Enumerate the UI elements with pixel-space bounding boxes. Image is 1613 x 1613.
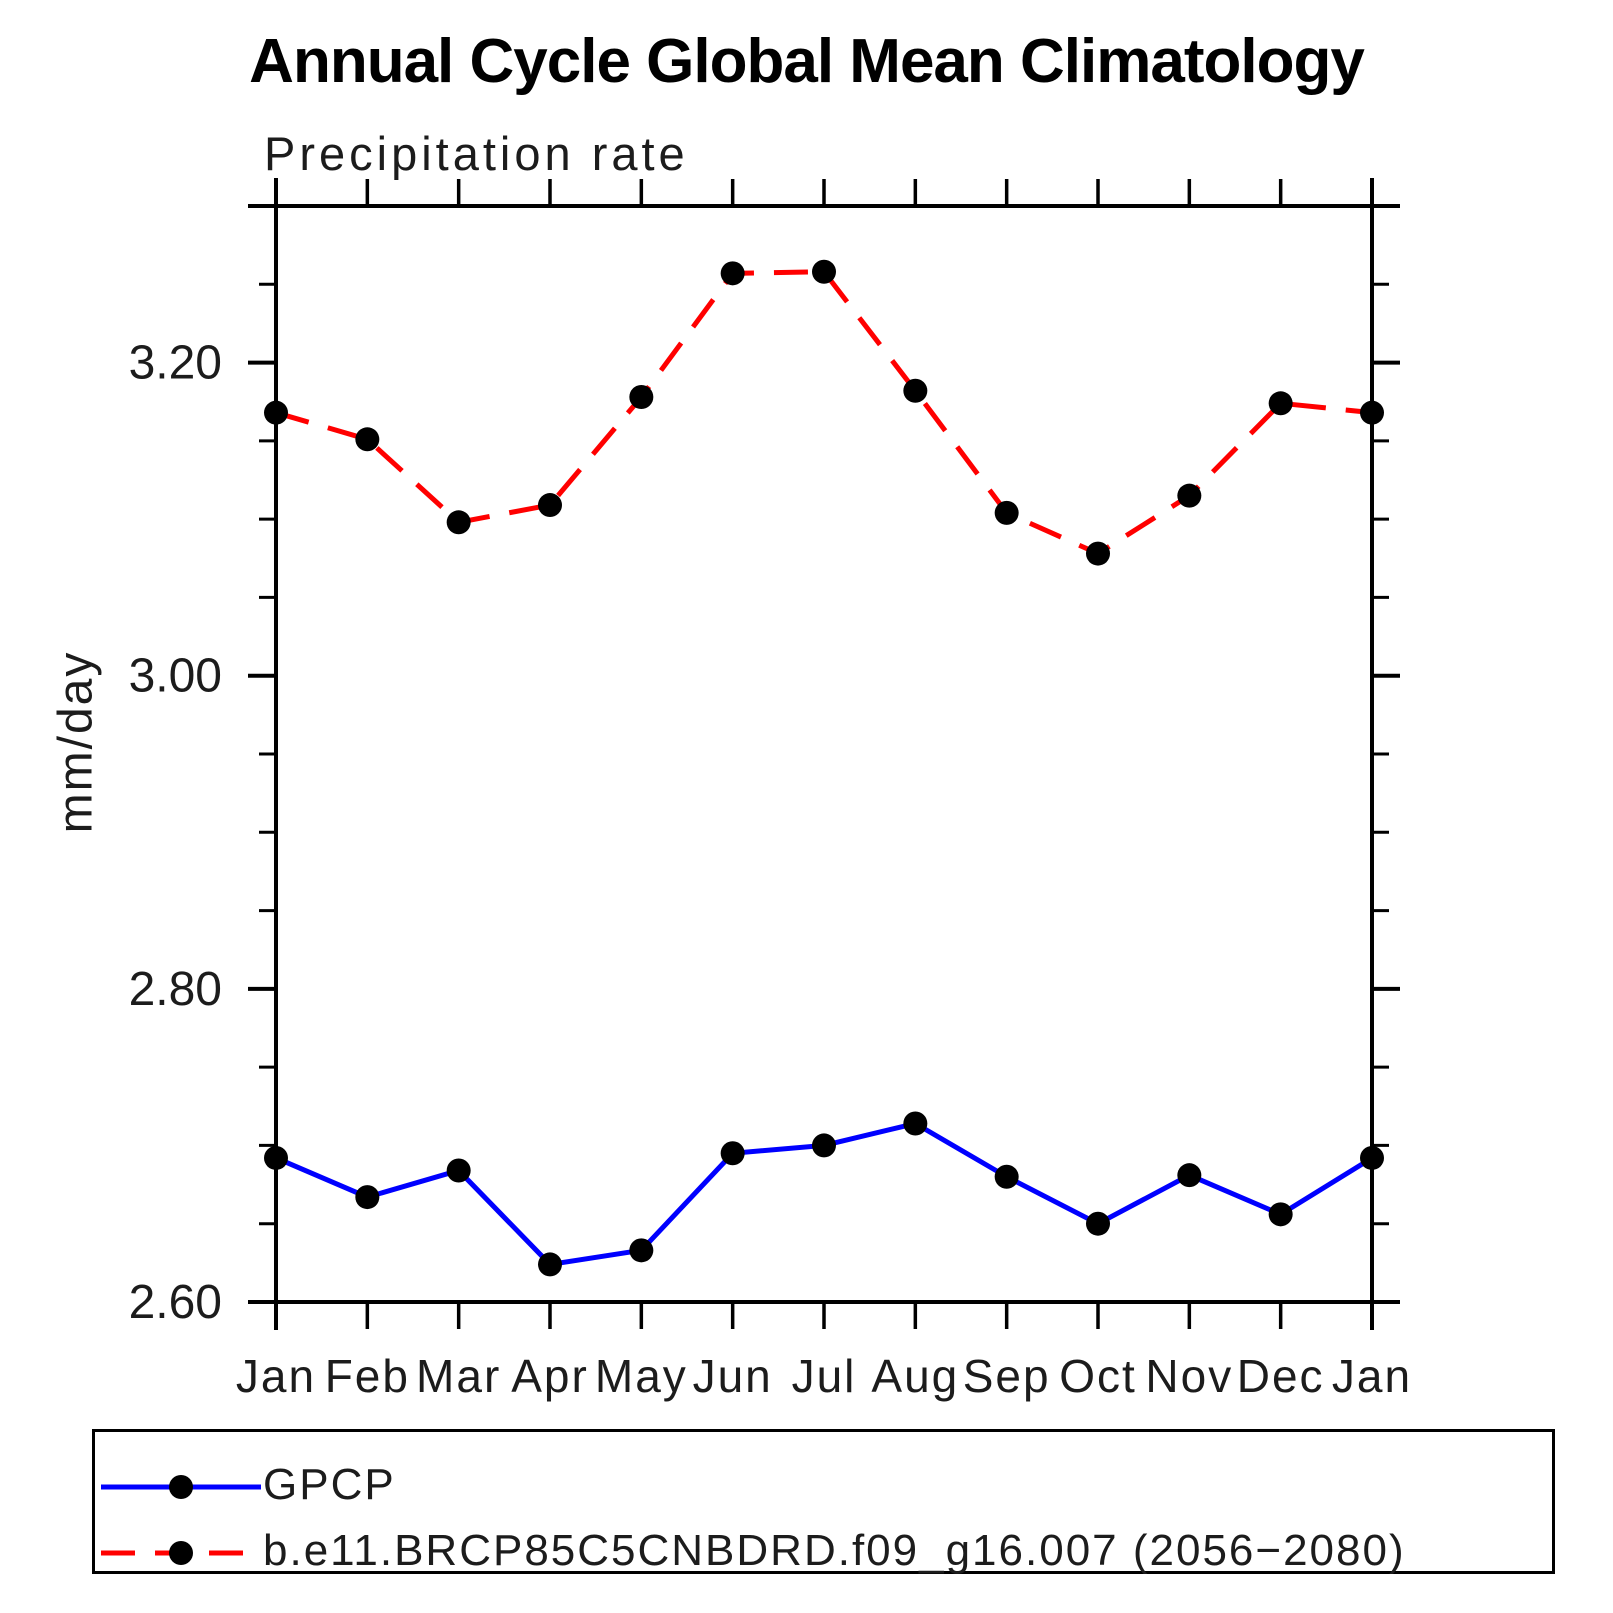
series-marker	[1360, 1145, 1384, 1170]
series-marker	[812, 259, 836, 284]
x-tick-label: Oct	[1059, 1350, 1137, 1402]
series-marker	[629, 385, 654, 410]
legend-box: GPCP b.e11.BRCP85C5CNBDRD.f09_g16.007 (2…	[92, 1429, 1555, 1575]
series-marker	[538, 493, 562, 518]
series-marker	[720, 1141, 745, 1166]
series-marker	[994, 500, 1019, 525]
series-marker	[264, 1145, 288, 1170]
series-marker	[1268, 1202, 1293, 1227]
y-tick-label: 2.80	[129, 963, 222, 1016]
series-marker	[903, 1111, 928, 1136]
series-marker	[629, 1238, 654, 1263]
legend-sample-model	[101, 1541, 261, 1565]
x-tick-label: Jan	[1332, 1350, 1412, 1402]
x-tick-label: Jan	[236, 1350, 316, 1402]
series-marker	[720, 261, 745, 286]
x-tick-label: Jun	[693, 1350, 773, 1402]
y-tick-label: 2.60	[129, 1276, 222, 1329]
series-marker	[994, 1164, 1019, 1189]
series-marker	[1086, 541, 1110, 566]
legend-label-model: b.e11.BRCP85C5CNBDRD.f09_g16.007 (2056−2…	[263, 1526, 1406, 1575]
series-marker	[355, 1185, 380, 1210]
series-marker	[1086, 1211, 1110, 1236]
x-tick-label: Mar	[416, 1350, 501, 1402]
x-tick-label: Apr	[511, 1350, 589, 1402]
series-marker	[446, 510, 471, 535]
legend-row-gpcp: GPCP	[95, 1460, 1552, 1509]
x-tick-label: Dec	[1237, 1350, 1325, 1402]
legend-label-gpcp: GPCP	[263, 1460, 396, 1509]
legend-sample-gpcp	[101, 1475, 261, 1499]
series-marker	[1268, 391, 1293, 416]
x-tick-label: Sep	[963, 1350, 1051, 1402]
x-tick-label: May	[595, 1350, 688, 1402]
page-title: Annual Cycle Global Mean Climatology	[249, 27, 1365, 96]
x-tick-label: Nov	[1145, 1350, 1233, 1402]
series-marker	[264, 400, 288, 425]
legend-row-model: b.e11.BRCP85C5CNBDRD.f09_g16.007 (2056−2…	[95, 1526, 1552, 1575]
series-marker	[812, 1133, 836, 1158]
series-marker	[446, 1158, 471, 1183]
series-marker	[1177, 483, 1202, 508]
y-tick-label: 3.20	[129, 337, 222, 390]
legend-marker-dot	[169, 1475, 193, 1499]
series-marker	[903, 378, 928, 403]
series-marker	[538, 1252, 562, 1277]
legend-marker-dot	[169, 1541, 193, 1565]
series-line-model	[275, 269, 1373, 557]
x-tick-label: Jul	[792, 1350, 857, 1402]
y-tick-label: 3.00	[129, 650, 222, 703]
series-marker	[355, 427, 380, 452]
plot-subtitle: Precipitation rate	[264, 127, 689, 180]
series-marker	[1177, 1163, 1202, 1188]
x-tick-label: Aug	[871, 1350, 959, 1402]
series-marker	[1360, 400, 1384, 425]
x-tick-label: Feb	[325, 1350, 410, 1402]
